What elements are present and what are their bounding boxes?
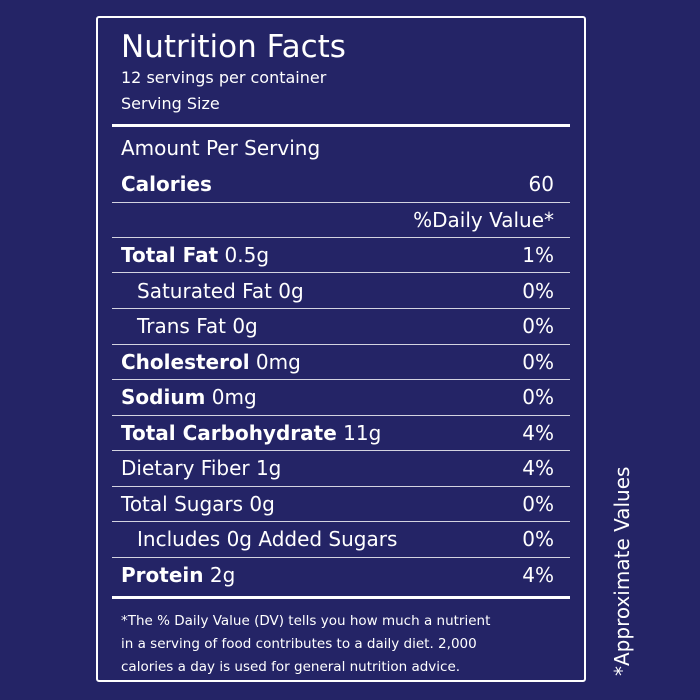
- row-divider: [112, 272, 570, 273]
- amount-per-serving-row: Amount Per Serving: [121, 130, 554, 166]
- nutrient-name: Protein: [121, 563, 204, 587]
- calories-label: Calories: [121, 172, 212, 196]
- nutrient-name: Cholesterol: [121, 350, 250, 374]
- nutrient-daily-value: 0%: [522, 350, 554, 374]
- serving-size-label: Serving Size: [121, 94, 220, 113]
- nutrition-facts-panel: Nutrition Facts 12 servings per containe…: [96, 16, 586, 682]
- thick-divider: [112, 124, 570, 127]
- nutrient-name: Sodium: [121, 385, 206, 409]
- row-divider: [112, 344, 570, 345]
- nutrient-name: Dietary Fiber 1g: [121, 456, 282, 480]
- footnote-line: in a serving of food contributes to a da…: [121, 636, 477, 652]
- nutrient-daily-value: 4%: [522, 456, 554, 480]
- nutrient-row-total-sugars: Total Sugars 0g 0%: [121, 486, 554, 522]
- nutrient-daily-value: 0%: [522, 492, 554, 516]
- row-divider: [112, 415, 570, 416]
- thick-divider: [112, 596, 570, 599]
- row-divider: [112, 237, 570, 238]
- nutrient-row-total-carbohydrate: Total Carbohydrate 11g 4%: [121, 415, 554, 451]
- nutrition-facts-title: Nutrition Facts: [121, 29, 346, 65]
- nutrient-daily-value: 0%: [522, 385, 554, 409]
- nutrient-amount: 11g: [336, 421, 382, 445]
- nutrient-row-saturated-fat: Saturated Fat 0g 0%: [121, 273, 554, 309]
- row-divider: [112, 521, 570, 522]
- nutrient-daily-value: 0%: [522, 527, 554, 551]
- row-divider: [112, 557, 570, 558]
- row-divider: [112, 308, 570, 309]
- nutrient-row-dietary-fiber: Dietary Fiber 1g 4%: [121, 450, 554, 486]
- row-divider: [112, 379, 570, 380]
- nutrient-amount: 0mg: [249, 350, 301, 374]
- daily-value-header-row: %Daily Value*: [121, 202, 554, 238]
- calories-value: 60: [528, 172, 554, 196]
- nutrient-row-trans-fat: Trans Fat 0g 0%: [121, 308, 554, 344]
- nutrient-row-sodium: Sodium 0mg 0%: [121, 379, 554, 415]
- nutrient-row-total-fat: Total Fat 0.5g 1%: [121, 237, 554, 273]
- row-divider: [112, 486, 570, 487]
- nutrient-amount: 0mg: [205, 385, 257, 409]
- row-divider: [112, 202, 570, 203]
- nutrient-daily-value: 4%: [522, 563, 554, 587]
- nutrient-daily-value: 1%: [522, 243, 554, 267]
- daily-value-header: %Daily Value*: [413, 208, 554, 232]
- approximate-values-note: *Approximate Values: [610, 466, 634, 676]
- calories-row: Calories 60: [121, 166, 554, 202]
- nutrient-row-protein: Protein 2g 4%: [121, 557, 554, 593]
- nutrient-name: Saturated Fat 0g: [137, 279, 304, 303]
- footnote-line: calories a day is used for general nutri…: [121, 659, 461, 675]
- nutrient-name: Trans Fat 0g: [137, 314, 258, 338]
- nutrient-amount: 0.5g: [218, 243, 270, 267]
- servings-per-container: 12 servings per container: [121, 68, 327, 87]
- nutrient-name: Total Sugars 0g: [121, 492, 275, 516]
- nutrient-row-cholesterol: Cholesterol 0mg 0%: [121, 344, 554, 380]
- nutrient-daily-value: 0%: [522, 279, 554, 303]
- nutrient-row-added-sugars: Includes 0g Added Sugars 0%: [121, 521, 554, 557]
- amount-per-serving-label: Amount Per Serving: [121, 136, 321, 160]
- nutrient-name: Total Fat: [121, 243, 219, 267]
- nutrient-daily-value: 0%: [522, 314, 554, 338]
- nutrient-name: Total Carbohydrate: [121, 421, 337, 445]
- nutrient-name: Includes 0g Added Sugars: [137, 527, 398, 551]
- daily-value-footnote: *The % Daily Value (DV) tells you how mu…: [121, 610, 571, 679]
- footnote-line: *The % Daily Value (DV) tells you how mu…: [121, 613, 491, 629]
- row-divider: [112, 450, 570, 451]
- nutrient-amount: 2g: [203, 563, 236, 587]
- nutrient-daily-value: 4%: [522, 421, 554, 445]
